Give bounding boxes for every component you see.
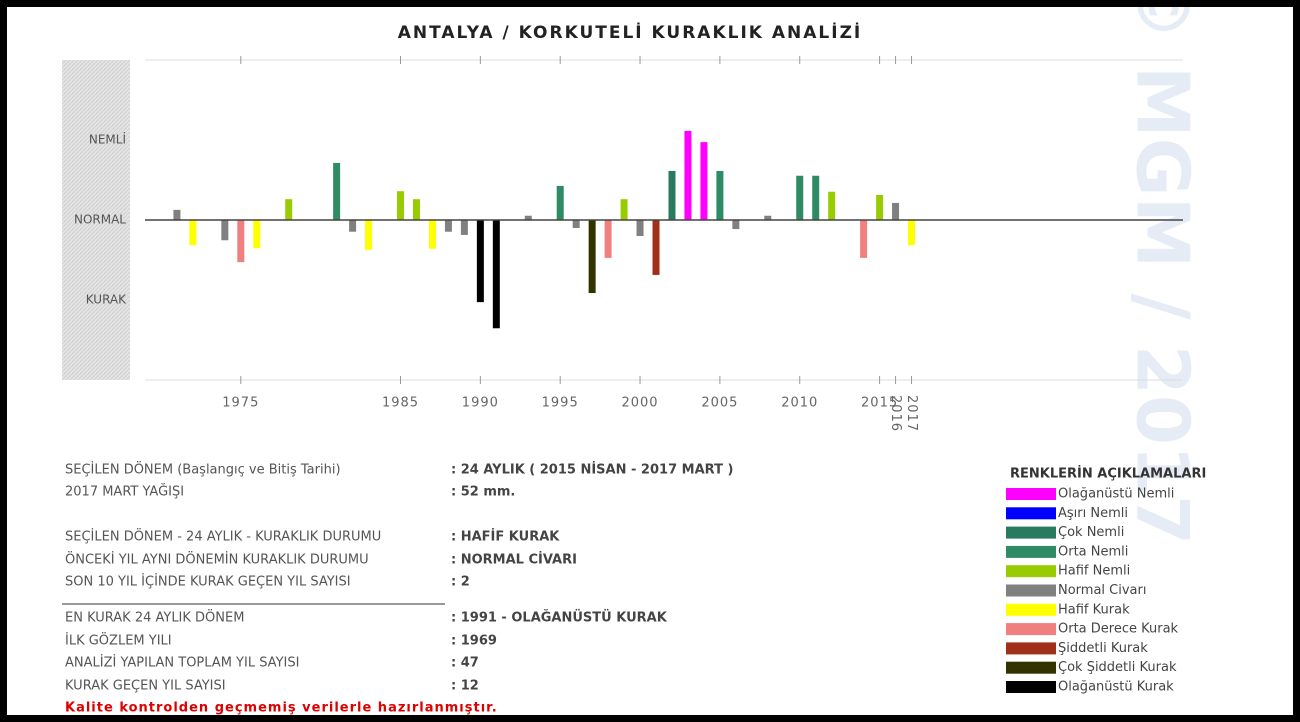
info-value: : 52 mm. [451,485,515,500]
legend-swatch [1006,507,1056,520]
legend-label: Normal Civarı [1058,583,1146,598]
label-band [62,60,130,380]
legend-label: Hafif Kurak [1058,602,1130,617]
info-label: SEÇİLEN DÖNEM (Başlangıç ve Bitiş Tarihi… [65,461,341,478]
bar [365,220,373,250]
legend-label: Çok Nemli [1058,525,1124,540]
bar [876,194,884,220]
chart-title: ANTALYA / KORKUTELİ KURAKLIK ANALİZİ [398,21,863,43]
x-tick-label: 2005 [701,396,738,411]
info-label: İLK GÖZLEM YILI [65,632,172,649]
x-tick-label: 2000 [621,396,658,411]
bar [476,220,484,303]
bar [556,185,564,220]
legend-label: Şiddetli Kurak [1058,641,1148,656]
bar [221,220,229,241]
legend-label: Hafif Nemli [1058,564,1130,579]
bar [444,220,452,232]
bar [412,199,420,220]
legend-swatch [1006,623,1056,636]
info-label: ÖNCEKİ YIL AYNI DÖNEMİN KURAKLIK DURUMU [65,551,369,568]
info-label: KURAK GEÇEN YIL SAYISI [65,679,226,694]
bar [764,215,772,220]
bar [492,220,500,329]
legend-label: Olağanüstü Kurak [1058,680,1174,695]
info-value: : 1969 [451,634,497,649]
bar [588,220,596,294]
bar [173,209,181,220]
info-value: : 47 [451,656,479,671]
bar [684,130,692,220]
info-value: : NORMAL CİVARI [451,552,577,568]
info-value: : HAFİF KURAK [451,529,560,545]
bar [333,162,341,220]
y-tick-label: NORMAL [74,213,126,227]
bar [572,220,580,228]
bar [796,175,804,220]
legend-swatch [1006,584,1056,597]
bar [716,170,724,220]
legend-title: RENKLERİN AÇIKLAMALARI [1010,466,1206,482]
x-tick-label: 1990 [462,396,499,411]
legend-swatch [1006,603,1056,616]
legend-label: Aşırı Nemli [1058,506,1128,521]
legend-swatch [1006,642,1056,655]
bar [652,220,660,275]
x-tick-label: 1995 [542,396,579,411]
bar [524,215,532,220]
bar [860,220,868,258]
bar [700,142,708,220]
info-value: : 24 AYLIK ( 2015 NİSAN - 2017 MART ) [451,462,733,478]
bar [604,220,612,258]
info-label: SEÇİLEN DÖNEM - 24 AYLIK - KURAKLIK DURU… [65,528,381,545]
legend-swatch [1006,488,1056,500]
x-tick-label: 2017 [904,395,919,432]
bar [636,220,644,236]
legend-label: Çok Şiddetli Kurak [1058,660,1177,675]
y-tick-label: NEMLİ [89,132,126,147]
bar [189,220,197,246]
legend-swatch [1006,565,1056,578]
footer-note: Kalite kontrolden geçmemiş verilerle haz… [65,701,498,716]
x-tick-label: 1975 [222,396,259,411]
info-value: : 12 [451,679,479,694]
info-label: ANALİZİ YAPILAN TOPLAM YIL SAYISI [65,655,299,671]
bar [732,220,740,230]
legend-swatch [1006,545,1056,558]
x-tick-label: 1985 [382,396,419,411]
bar [892,202,900,220]
bar [349,220,357,232]
legend-label: Orta Nemli [1058,544,1128,559]
info-value: : 1991 - OLAĞANÜSTÜ KURAK [451,610,668,626]
bar [237,220,245,263]
bar [428,220,436,249]
bar [253,220,261,249]
x-tick-label: 2010 [781,396,818,411]
legend-label: Olağanüstü Nemli [1058,487,1174,502]
chart: © MGM / 2017 ANTALYA / KORKUTELİ KURAKLI… [62,7,1206,716]
y-tick-label: KURAK [86,293,127,307]
bar [285,199,293,220]
info-value: : 2 [451,575,470,590]
info-label: 2017 MART YAĞIŞI [65,484,184,500]
bar [908,220,916,246]
info-label: SON 10 YIL İÇİNDE KURAK GEÇEN YIL SAYISI [65,574,351,590]
bar [397,191,405,220]
info-label: EN KURAK 24 AYLIK DÖNEM [65,609,244,626]
bar [828,191,836,220]
bar [668,170,676,220]
x-tick-label: 2015 [861,396,898,411]
x-tick-label: 2016 [888,395,903,432]
legend-swatch [1006,661,1056,674]
watermark: © MGM / 2017 [1120,7,1204,545]
bar [812,175,820,220]
bar [620,199,628,220]
legend-label: Orta Derece Kurak [1058,622,1179,637]
legend-swatch [1006,526,1056,539]
legend-swatch [1006,681,1056,693]
bar [460,220,468,235]
